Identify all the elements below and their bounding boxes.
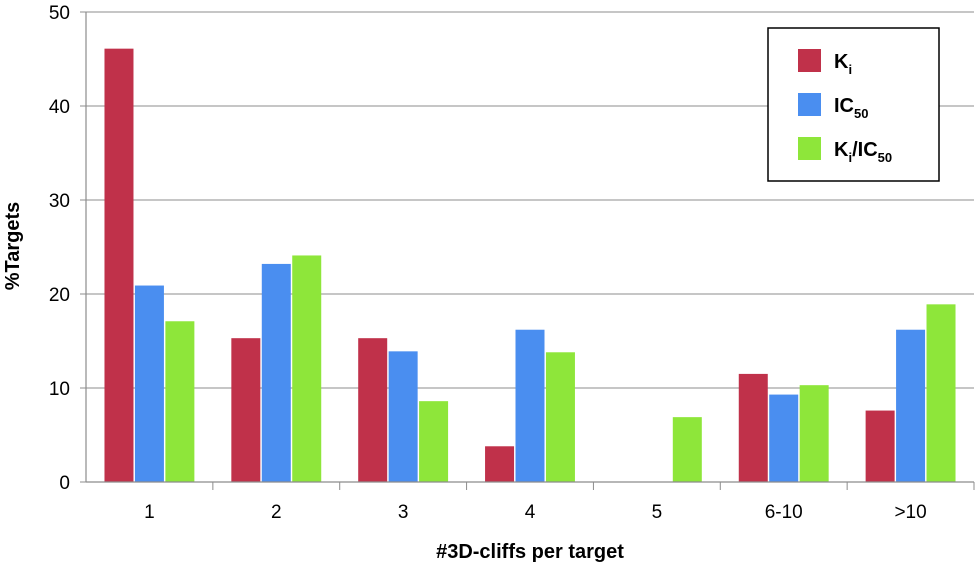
y-tick-label: 30 [49, 191, 70, 212]
y-tick-label: 10 [49, 379, 70, 400]
bar-ic50-6-10 [769, 394, 799, 482]
legend: Ki IC50 Ki/IC50 [767, 27, 940, 182]
legend-swatch [798, 93, 821, 116]
axes [85, 12, 974, 483]
bar-kiic50-3 [419, 401, 449, 482]
bar-kiic50-1 [165, 321, 195, 482]
bar-kiic50-6-10 [799, 385, 829, 482]
bar-ki-1 [104, 48, 134, 482]
y-tick-label: 40 [49, 97, 70, 118]
x-tick-labels: 1 2 3 4 5 6-10 >10 [144, 482, 975, 523]
bars [104, 48, 956, 482]
x-tick-label: 4 [525, 502, 536, 523]
bar-ki-4 [485, 446, 515, 482]
legend-label: Ki/IC50 [834, 139, 892, 165]
legend-box [767, 27, 940, 182]
x-tick-label: >10 [894, 502, 926, 523]
legend-label: IC50 [834, 95, 868, 121]
bar-kiic50-5 [672, 417, 702, 482]
bar-kiic50->10 [926, 304, 956, 482]
bar-ic50-2 [261, 263, 291, 482]
y-axis-title: %Targets [2, 202, 24, 291]
legend-swatch [798, 137, 821, 160]
bar-ki->10 [865, 410, 895, 482]
bar-kiic50-2 [292, 255, 322, 482]
y-tick-label: 0 [59, 473, 70, 494]
bar-ki-3 [358, 338, 388, 482]
bar-ic50-4 [515, 329, 545, 482]
x-tick-label: 1 [144, 502, 155, 523]
bar-kiic50-4 [545, 352, 575, 482]
legend-swatch [798, 49, 821, 72]
x-tick-label: 3 [398, 502, 409, 523]
x-axis-title: #3D-cliffs per target [436, 541, 624, 563]
bar-ki-2 [231, 338, 261, 482]
bar-ki-6-10 [738, 373, 768, 482]
y-tick-labels: 0 10 20 30 40 50 [49, 3, 86, 494]
bar-ic50-1 [134, 285, 164, 482]
bar-ic50->10 [896, 329, 926, 482]
legend-label: Ki [834, 51, 852, 77]
y-tick-label: 50 [49, 3, 70, 24]
x-tick-label: 5 [652, 502, 663, 523]
x-tick-label: 2 [271, 502, 282, 523]
y-tick-label: 20 [49, 285, 70, 306]
x-tick-label: 6-10 [765, 502, 803, 523]
bar-ic50-3 [388, 351, 418, 482]
